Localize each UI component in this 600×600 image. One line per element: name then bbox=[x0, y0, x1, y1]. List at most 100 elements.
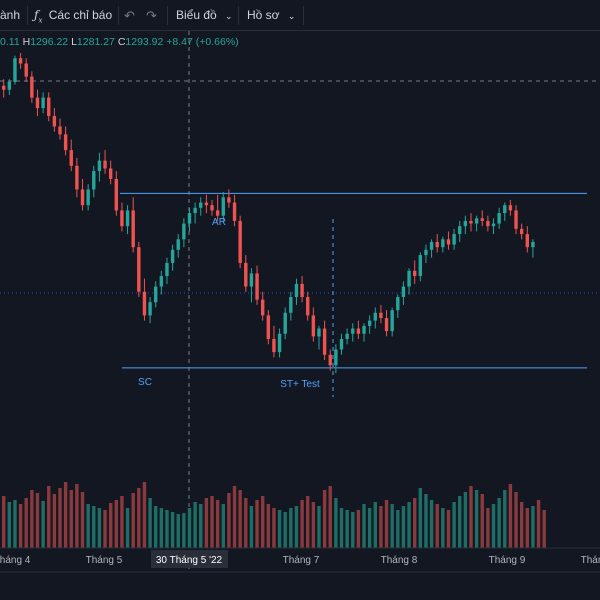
candle-body bbox=[199, 202, 203, 208]
candle-body bbox=[159, 276, 164, 287]
volume-bar bbox=[260, 496, 265, 548]
candle-body bbox=[125, 210, 130, 227]
price-chart[interactable]: AR SC ST+ Test Tháng 4 Tháng 5 30 Tháng 5 '22… bbox=[0, 31, 600, 600]
volume-bar bbox=[519, 502, 524, 548]
candle-body bbox=[418, 255, 423, 277]
chevron-down-icon: ⌄ bbox=[287, 11, 296, 21]
volume-bar bbox=[114, 500, 118, 548]
candle-body bbox=[277, 333, 282, 353]
candle-body bbox=[63, 134, 68, 151]
candle-body bbox=[170, 249, 175, 263]
volume-bar bbox=[458, 496, 462, 548]
volume-bar bbox=[182, 513, 186, 548]
candle-body bbox=[238, 220, 242, 263]
ohlc-close-key: C bbox=[117, 36, 126, 48]
candle-body bbox=[114, 178, 118, 211]
volume-bar bbox=[108, 503, 113, 548]
candle-body bbox=[187, 213, 192, 224]
volume-bar bbox=[306, 496, 310, 548]
volume-bar bbox=[525, 508, 529, 548]
redo-icon[interactable]: ↷ bbox=[146, 8, 157, 23]
candle-body bbox=[306, 297, 310, 316]
volume-bar bbox=[356, 510, 361, 548]
volume-bar bbox=[227, 493, 231, 548]
candle-body bbox=[334, 349, 338, 366]
candle-body bbox=[508, 205, 513, 211]
volume-bar bbox=[47, 486, 51, 548]
time-axis-label: Tháng 5 bbox=[86, 555, 123, 566]
volume-bar bbox=[300, 500, 304, 548]
toolbar-divider bbox=[167, 6, 168, 25]
volume-bar bbox=[452, 502, 456, 548]
ohlc-high-key: H bbox=[22, 36, 31, 48]
volume-bar bbox=[491, 504, 496, 548]
chart-menu-label: Biểu đồ bbox=[176, 8, 217, 22]
candle-body bbox=[255, 273, 259, 300]
volume-bar bbox=[351, 512, 355, 548]
volume-bar bbox=[58, 488, 62, 548]
indicators-button[interactable]: ƒx Các chỉ báo bbox=[34, 0, 124, 31]
candle-body bbox=[345, 333, 349, 340]
volume-bar bbox=[18, 504, 23, 548]
candle-body bbox=[390, 310, 394, 332]
volume-bar bbox=[379, 506, 383, 548]
candle-body bbox=[7, 81, 12, 90]
volume-bar bbox=[75, 484, 79, 548]
chart-menu-button[interactable]: Biểu đồ ⌄ bbox=[176, 0, 233, 31]
volume-bar bbox=[446, 510, 451, 548]
volume-bar bbox=[429, 500, 434, 548]
volume-bar bbox=[137, 488, 141, 548]
candle-body bbox=[328, 354, 332, 366]
volume-bar bbox=[221, 504, 225, 548]
candle-body bbox=[86, 189, 90, 206]
volume-bar bbox=[418, 488, 423, 548]
volume-bar bbox=[13, 500, 17, 548]
volume-bar bbox=[536, 500, 541, 548]
candle-body bbox=[458, 226, 462, 235]
volume-bar bbox=[277, 510, 282, 548]
candle-body bbox=[412, 270, 417, 277]
fx-icon: ƒx bbox=[34, 8, 43, 25]
volume-bar bbox=[131, 493, 135, 548]
candle-body bbox=[52, 115, 57, 127]
candle-body bbox=[148, 302, 152, 316]
volume-bar bbox=[497, 498, 501, 548]
candle-body bbox=[80, 189, 85, 206]
volume-bar bbox=[52, 494, 57, 548]
candle-body bbox=[204, 202, 209, 206]
toolbar-left-label[interactable]: ành bbox=[0, 8, 21, 22]
toolbar-divider bbox=[238, 6, 239, 25]
candle-body bbox=[69, 150, 73, 166]
volume-bar bbox=[165, 510, 169, 548]
volume-bar bbox=[531, 506, 535, 548]
volume-bar bbox=[463, 492, 468, 548]
volume-bar bbox=[148, 498, 152, 548]
crosshair-date-box bbox=[151, 550, 228, 568]
volume-bar bbox=[322, 490, 327, 548]
candle-body bbox=[367, 320, 372, 326]
candle-body bbox=[474, 218, 479, 224]
volume-bar bbox=[283, 512, 287, 548]
volume-bar bbox=[103, 510, 107, 548]
volume-bar bbox=[92, 506, 96, 548]
ohlc-low-key: L bbox=[71, 36, 77, 48]
profile-menu-button[interactable]: Hồ sơ ⌄ bbox=[247, 0, 295, 31]
candle-body bbox=[108, 168, 113, 179]
candle-body bbox=[480, 218, 484, 221]
annotation-label: AR bbox=[212, 217, 226, 228]
time-axis-label: Thán bbox=[581, 555, 600, 566]
undo-icon[interactable]: ↶ bbox=[124, 8, 135, 23]
toolbar-divider bbox=[118, 6, 119, 25]
candle-body bbox=[58, 126, 62, 135]
candle-body bbox=[41, 97, 45, 109]
volume-bar bbox=[289, 508, 293, 548]
volume-bar bbox=[373, 502, 377, 548]
candle-body bbox=[424, 249, 428, 256]
volume-bar bbox=[142, 482, 147, 548]
candle-body bbox=[491, 223, 496, 227]
candle-body bbox=[210, 205, 214, 211]
annotation-label: ST+ Test bbox=[280, 379, 320, 390]
candle-body bbox=[24, 63, 28, 77]
time-axis-label: 30 Tháng 5 '22 bbox=[156, 555, 223, 566]
candle-body bbox=[322, 328, 327, 355]
